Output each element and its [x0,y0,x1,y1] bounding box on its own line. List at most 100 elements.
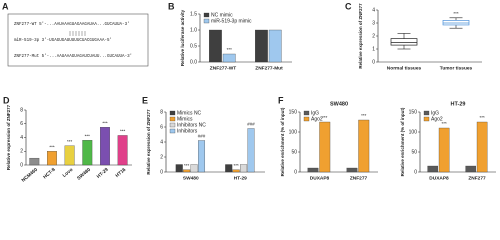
bar [222,53,236,63]
y-axis-label: Relative enrichment (% of input) [280,107,285,176]
x-tick-label: HCT-8 [42,167,57,181]
legend-label: miR-519-3p mimic [211,18,252,24]
y-axis-label: Relative expression of ZNF277 [358,3,363,69]
y-tick-label: 0 [414,169,417,175]
x-tick-label: Normal tissues [387,65,422,71]
y-axis-label: Relative luciferase activity [180,9,185,66]
panel-label: D [3,95,10,105]
y-tick-label: 8 [20,107,23,113]
bar [438,127,450,173]
legend-label: NC mimic [211,12,233,18]
bar [319,121,331,173]
annotation: *** [234,163,240,168]
bar [427,165,439,173]
bar [47,151,57,166]
bar [225,164,233,173]
legend-label: Inhibitors [177,128,198,134]
annotation: *** [49,144,55,149]
annotation: *** [453,11,459,16]
legend-label: Ago2 [431,116,443,122]
x-tick-label: ZNF277 [350,175,368,181]
y-tick-label: 2 [372,33,375,39]
bar [240,164,248,173]
legend-swatch [423,116,430,122]
panel-label: C [345,1,352,11]
y-tick-label: 6 [20,121,23,127]
annotation: *** [479,115,485,120]
bar [175,164,183,173]
x-tick-label: Tumor tissues [440,65,473,71]
bar [209,29,222,63]
bar [29,157,40,166]
annotation: *** [184,163,190,168]
x-tick-label: NCM460 [21,167,40,184]
panel-label: E [142,95,148,105]
y-tick-label: 50 [411,149,417,155]
legend-label: Mimics NC [177,110,202,116]
y-tick-label: 0.0 [190,59,197,65]
y-tick-label: 1.5 [190,11,197,17]
annotation: *** [227,47,233,52]
y-tick-label: 1.0 [190,27,197,33]
x-tick-label: DUXAP8 [429,175,449,181]
y-axis-label: Relative enrichment (% of input) [400,107,405,176]
y-tick-label: 50 [291,149,297,155]
bar [117,135,128,166]
legend-swatch [203,18,210,24]
legend-swatch [169,110,176,116]
y-tick-label: 8 [160,109,163,115]
legend-swatch [169,128,176,134]
y-tick-label: 4 [160,139,163,145]
y-tick-label: 6 [160,124,163,130]
annotation: ### [247,122,255,127]
x-tick-label: ZNF277 [468,175,486,181]
sequence-box [7,13,149,67]
y-tick-label: 150 [289,109,298,115]
x-tick-label: ZNF277-Mut [255,65,283,71]
axes [377,10,482,63]
annotation: *** [85,133,91,138]
annotation: *** [322,115,328,120]
legend-label: Mimics [177,116,193,122]
legend-swatch [303,110,310,116]
bar [198,140,206,173]
x-tick-label: DUXAP8 [310,175,330,181]
x-tick-label: HT-29 [234,175,247,181]
y-tick-label: 2 [160,154,163,160]
x-tick-label: SW480 [183,175,199,181]
bar [358,119,370,173]
panel-label: B [168,1,175,11]
y-tick-label: 4 [20,135,23,141]
axes [25,110,132,166]
box [390,38,418,46]
bar [346,167,358,173]
bar [100,127,110,166]
y-tick-label: 3 [372,20,375,26]
y-tick-label: 0 [20,162,23,168]
annotation: ### [198,134,206,139]
bar [64,145,75,166]
chart-title: HT-29 [451,101,466,107]
bar [190,164,198,173]
legend-swatch [423,110,430,116]
legend-label: Ago2 [311,116,323,122]
y-tick-label: 0.5 [190,43,197,49]
panel-label: F [278,95,284,105]
bar [465,165,477,173]
legend-label: IgG [431,110,439,116]
x-tick-label: HT16 [114,167,127,179]
figure: A ZNF277-WT 5'-...AAUAAAGUAGAAGAUAA...GUC… [2,1,496,184]
x-tick-label: SW480 [76,167,92,182]
legend-swatch [303,116,310,122]
annotation: *** [67,139,73,144]
bar [307,167,319,173]
chart-title: SW480 [330,101,348,107]
annotation: *** [441,121,447,126]
bar [183,169,191,173]
x-tick-label: Lovo [62,167,75,179]
annotation: *** [102,120,108,125]
legend-swatch [169,116,176,122]
sequence-line: ZNF277-Mut 5'-...AAUAAAGUAGAUCUAUU...GUC… [14,54,132,59]
y-tick-label: 150 [409,109,418,115]
legend-swatch [169,122,176,128]
